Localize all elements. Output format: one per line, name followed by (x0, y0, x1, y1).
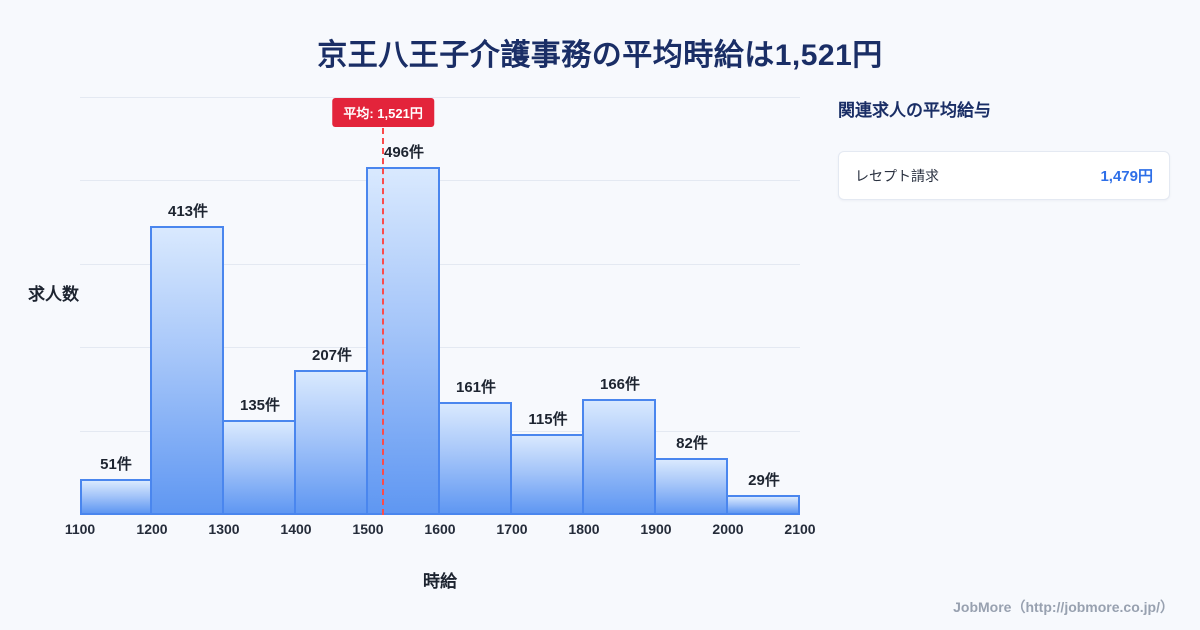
histogram-bar (654, 457, 728, 515)
x-tick-label: 2100 (784, 521, 816, 537)
x-tick-label: 1500 (352, 521, 384, 537)
gridline (80, 97, 800, 98)
histogram-bin: 51件 (80, 98, 152, 515)
bar-value-label: 29件 (748, 471, 780, 489)
histogram-bar (150, 225, 224, 515)
x-tick-label: 1200 (136, 521, 168, 537)
histogram-bar (726, 494, 800, 515)
x-tick-label: 1300 (208, 521, 240, 537)
average-line (382, 128, 385, 515)
histogram-bin: 115件 (510, 98, 584, 515)
histogram-bar (294, 369, 368, 515)
histogram-bin: 29件 (726, 98, 800, 515)
x-tick-label: 2000 (712, 521, 744, 537)
histogram-bin: 82件 (654, 98, 728, 515)
x-tick-label: 1900 (640, 521, 672, 537)
chart-title: 京王八王子介護事務の平均時給は1,521円 (317, 39, 883, 72)
footer-credit: JobMore（http://jobmore.co.jp/） (953, 599, 1174, 615)
average-badge: 平均: 1,521円 (332, 98, 434, 127)
related-jobs-panel: 関連求人の平均給与 レセプト請求 1,479円 (838, 96, 1170, 200)
histogram-bin: 413件 (150, 98, 224, 515)
histogram-bin: 166件 (582, 98, 656, 515)
x-tick-label: 1700 (496, 521, 528, 537)
bar-value-label: 51件 (100, 456, 132, 474)
histogram-bar (582, 398, 656, 515)
gridline (80, 263, 800, 265)
histogram-bar (510, 434, 584, 515)
x-tick-label: 1600 (424, 521, 456, 537)
side-panel-heading: 関連求人の平均給与 (838, 101, 991, 120)
bar-value-label: 496件 (383, 144, 425, 162)
histogram-bin: 161件 (438, 98, 512, 515)
related-job-value: 1,479円 (1100, 168, 1153, 185)
x-axis-ticks: 1100 1200 1300 1400 1500 1600 1700 1800 1900 2000… (65, 521, 816, 541)
x-tick-label: 1800 (568, 521, 600, 537)
x-tick-label: 1400 (280, 521, 312, 537)
bar-value-label: 207件 (311, 346, 353, 364)
bar-value-label: 82件 (676, 434, 708, 452)
y-axis-label: 求人数 (28, 285, 79, 304)
related-job-label: レセプト請求 (855, 167, 939, 184)
gridline (80, 180, 800, 182)
gridline (80, 347, 800, 349)
x-axis-label: 時給 (423, 572, 457, 591)
histogram-bin: 496件 (366, 98, 440, 515)
bar-value-label: 135件 (239, 397, 281, 415)
bar-value-label: 115件 (528, 411, 568, 429)
histogram-bar (222, 420, 296, 515)
x-tick-label: 1100 (64, 521, 96, 537)
histogram-bin: 207件 (294, 98, 368, 515)
plot-area: 51件 413件 135件 207件 496件 161件 115件 166件 82件 29件 平均… (80, 97, 800, 515)
histogram-bar (80, 479, 152, 515)
bar-value-label: 161件 (455, 379, 497, 397)
bars-layer: 51件 413件 135件 207件 496件 161件 115件 166件 82件 29件 (80, 98, 800, 515)
histogram-bin: 135件 (222, 98, 296, 515)
bar-value-label: 413件 (167, 202, 209, 220)
bar-value-label: 166件 (599, 375, 641, 393)
related-job-card: レセプト請求 1,479円 (838, 151, 1170, 200)
histogram-bar (438, 402, 512, 515)
histogram-bar (366, 167, 440, 515)
